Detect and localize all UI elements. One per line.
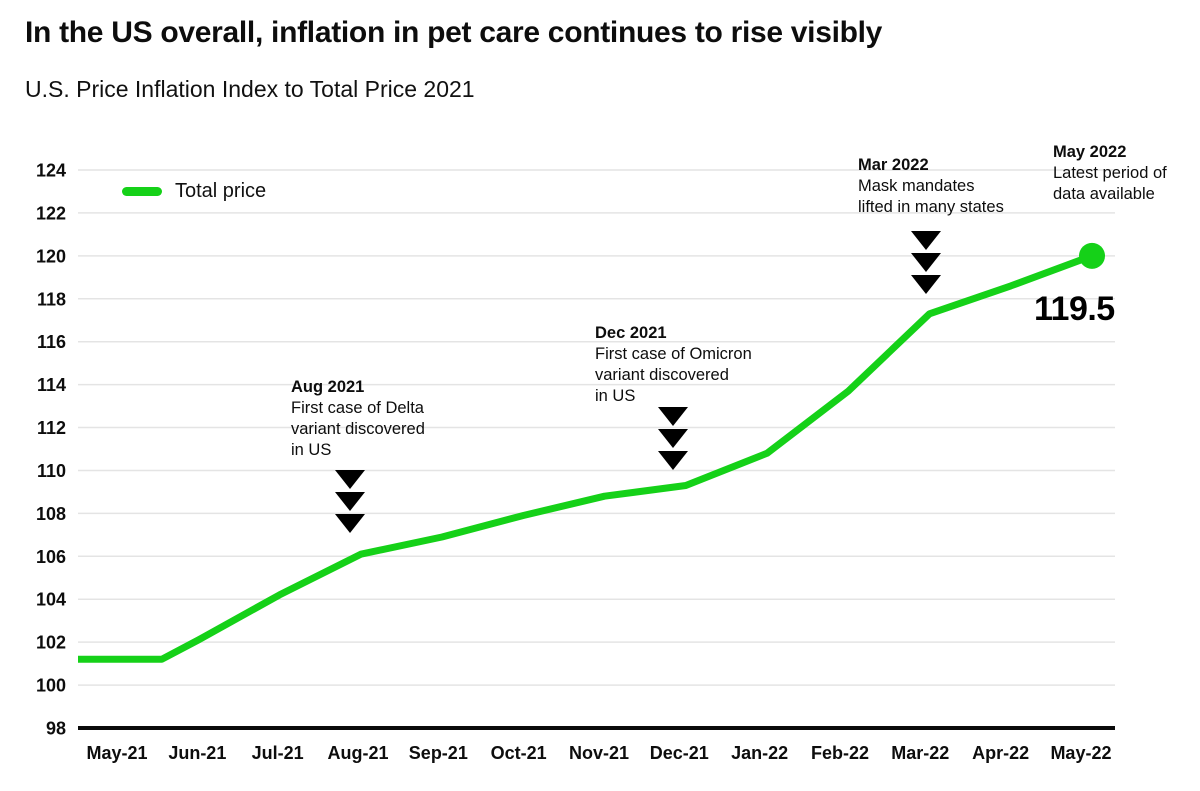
x-axis-tick-label: May-21 — [86, 743, 147, 763]
arrow-down-icon — [911, 275, 941, 294]
arrow-down-icon — [335, 492, 365, 511]
arrow-down-icon — [658, 407, 688, 426]
annotation-heading: Aug 2021 — [291, 378, 365, 396]
annotation-line: First case of Omicron — [595, 345, 752, 363]
y-axis-tick-label: 116 — [37, 332, 66, 352]
arrow-down-icon — [658, 429, 688, 448]
dec-2021-arrows — [658, 407, 688, 470]
x-axis-tick-label: Feb-22 — [811, 743, 869, 763]
annotation-line: variant discovered — [595, 366, 729, 384]
annotation-dec-2021: Dec 2021 First case of Omicron variant d… — [595, 323, 752, 407]
y-axis-tick-label: 110 — [37, 461, 66, 481]
x-axis-tick-label: Mar-22 — [891, 743, 949, 763]
x-axis-tick-label: Jan-22 — [731, 743, 788, 763]
annotation-heading: Mar 2022 — [858, 156, 929, 174]
y-axis-tick-label: 106 — [36, 547, 66, 567]
y-axis-tick-label: 104 — [36, 590, 66, 610]
annotation-line: in US — [595, 387, 636, 405]
annotation-line: lifted in many states — [858, 198, 1004, 216]
legend-label: Total price — [175, 180, 267, 202]
y-axis-tick-label: 108 — [36, 504, 66, 524]
arrow-down-icon — [658, 451, 688, 470]
y-axis-tick-label: 118 — [37, 289, 66, 309]
mar-2022-arrows — [911, 231, 941, 294]
arrow-down-icon — [911, 253, 941, 272]
x-axis-tick-label: Dec-21 — [650, 743, 709, 763]
y-axis-tick-label: 124 — [36, 161, 66, 181]
y-axis-tick-label: 100 — [36, 676, 66, 696]
annotation-line: Latest period of — [1053, 164, 1167, 182]
legend-line-swatch-icon — [122, 187, 162, 196]
x-axis-tick-label: Jun-21 — [168, 743, 226, 763]
y-axis-tick-label: 114 — [37, 375, 66, 395]
annotation-line: Mask mandates — [858, 177, 975, 195]
y-axis-tick-label: 102 — [36, 633, 66, 653]
annotation-may-2022: May 2022 Latest period of data available — [1053, 142, 1167, 205]
aug-2021-arrows — [335, 470, 365, 533]
x-axis-tick-label: Aug-21 — [327, 743, 388, 763]
latest-point-marker — [1079, 242, 1105, 269]
x-axis-tick-label: Apr-22 — [972, 743, 1029, 763]
annotation-heading: Dec 2021 — [595, 324, 667, 342]
legend: Total price — [122, 180, 266, 203]
annotation-line: in US — [291, 441, 332, 459]
x-axis-tick-label: Jul-21 — [252, 743, 304, 763]
y-axis-tick-label: 98 — [46, 719, 66, 739]
arrow-down-icon — [335, 514, 365, 533]
x-axis-tick-label: May-22 — [1050, 743, 1111, 763]
y-axis-tick-label: 120 — [36, 246, 66, 266]
arrow-down-icon — [335, 470, 365, 489]
arrow-down-icon — [911, 231, 941, 250]
page-subtitle: U.S. Price Inflation Index to Total Pric… — [25, 76, 475, 102]
x-axis-tick-label: Nov-21 — [569, 743, 629, 763]
annotation-line: data available — [1053, 185, 1155, 203]
x-axis-tick-label: Sep-21 — [409, 743, 468, 763]
annotation-heading: May 2022 — [1053, 143, 1127, 161]
annotation-aug-2021: Aug 2021 First case of Delta variant dis… — [291, 377, 425, 461]
annotation-mar-2022: Mar 2022 Mask mandates lifted in many st… — [858, 155, 1004, 218]
x-axis-tick-label: Oct-21 — [491, 743, 547, 763]
y-axis-tick-label: 122 — [36, 203, 66, 223]
page-title: In the US overall, inflation in pet care… — [25, 16, 883, 49]
annotation-line: variant discovered — [291, 420, 425, 438]
y-axis-tick-label: 112 — [37, 418, 66, 438]
total-price-line — [78, 252, 1094, 663]
latest-value-label: 119.5 — [1034, 290, 1115, 328]
annotation-line: First case of Delta — [291, 399, 424, 417]
